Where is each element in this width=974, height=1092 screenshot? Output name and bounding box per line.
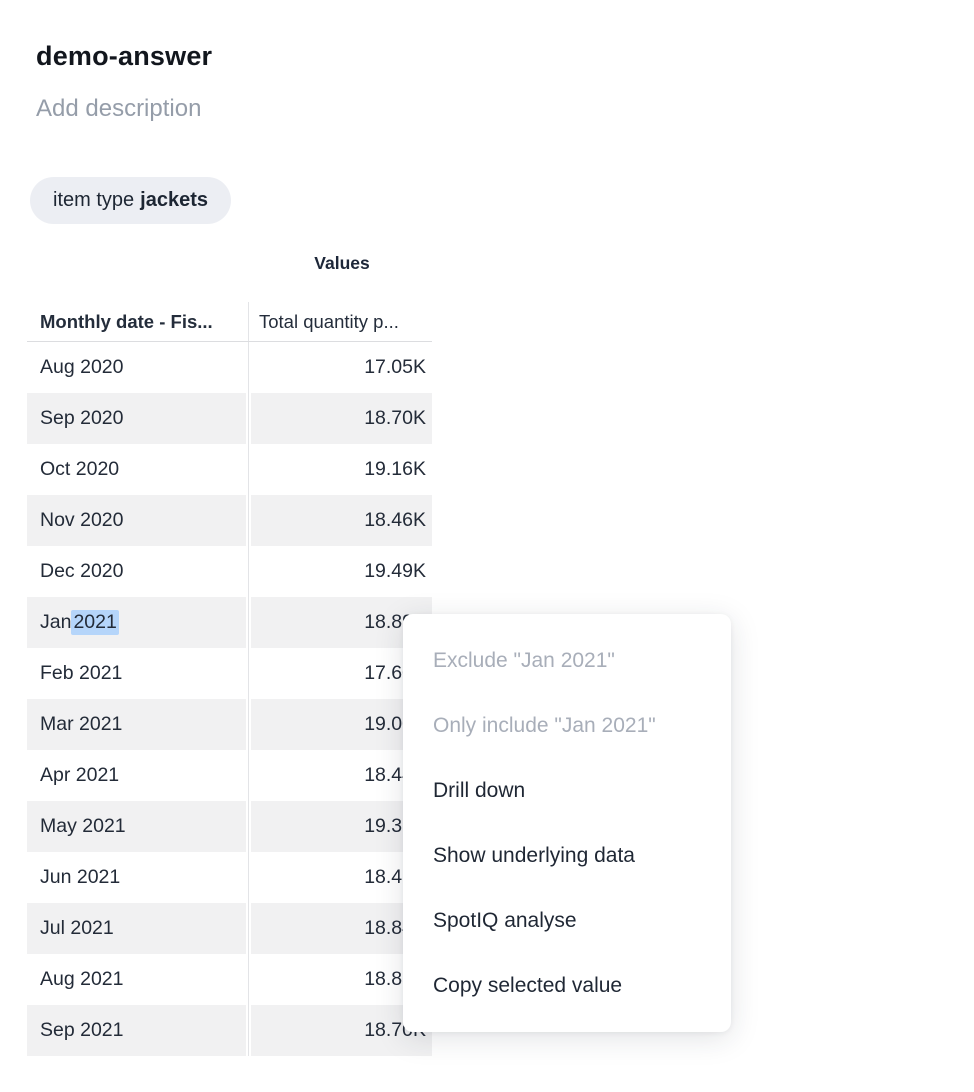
date-cell[interactable]: Aug 2021 (27, 954, 246, 1005)
table-body: Aug 2020 17.05K Sep 2020 18.70K Oct 2020 19.1… (27, 342, 432, 1056)
date-cell[interactable]: Jan 2021 (27, 597, 246, 648)
menu-item-show-underlying-data[interactable]: Show underlying data (433, 843, 635, 867)
column-divider (246, 546, 251, 597)
table-row: Oct 2020 19.16K (27, 444, 432, 495)
date-cell[interactable]: Apr 2021 (27, 750, 246, 801)
column-divider (246, 342, 251, 393)
value-cell[interactable]: 19.49K (251, 546, 432, 597)
column-divider (246, 495, 251, 546)
date-cell[interactable]: Oct 2020 (27, 444, 246, 495)
menu-item-only-include-jan-2021: Only include "Jan 2021" (433, 713, 656, 737)
table-row: Feb 2021 17.60K (27, 648, 432, 699)
date-cell[interactable]: Feb 2021 (27, 648, 246, 699)
value-cell[interactable]: 19.16K (251, 444, 432, 495)
filter-chip-value: jackets (140, 189, 208, 211)
filter-chip-label: item type (53, 189, 135, 211)
value-cell[interactable]: 18.70K (251, 1005, 432, 1056)
value-cell[interactable]: 18.70K (251, 393, 432, 444)
column-divider (246, 302, 251, 341)
date-cell[interactable]: Sep 2020 (27, 393, 246, 444)
table-row: Jul 2021 18.84K (27, 903, 432, 954)
date-cell[interactable]: May 2021 (27, 801, 246, 852)
table-row: Aug 2020 17.05K (27, 342, 432, 393)
table-row: Jan 2021 18.89K (27, 597, 432, 648)
column-divider (246, 1005, 251, 1056)
date-cell[interactable]: Mar 2021 (27, 699, 246, 750)
value-cell[interactable]: 18.84K (251, 903, 432, 954)
column-divider (246, 393, 251, 444)
column-divider (246, 750, 251, 801)
menu-item-copy-selected-value[interactable]: Copy selected value (433, 973, 623, 997)
column-divider (246, 699, 251, 750)
results-table: Monthly date - Fis... Total quantity p..… (27, 302, 432, 1056)
date-cell[interactable]: Nov 2020 (27, 495, 246, 546)
column-divider (246, 597, 251, 648)
column-divider (246, 648, 251, 699)
column-divider (246, 852, 251, 903)
date-cell[interactable]: Jun 2021 (27, 852, 246, 903)
page-title[interactable]: demo-answer (36, 41, 213, 71)
menu-item-drill-down[interactable]: Drill down (433, 778, 526, 802)
value-cell[interactable]: 19.00K (251, 699, 432, 750)
table-row: Sep 2021 18.70K (27, 1005, 432, 1056)
menu-item-spotiq-analyse[interactable]: SpotIQ analyse (433, 908, 577, 932)
value-cell[interactable]: 18.46K (251, 495, 432, 546)
table-row: Jun 2021 18.42K (27, 852, 432, 903)
value-cell[interactable]: 18.42K (251, 852, 432, 903)
date-cell[interactable]: Jul 2021 (27, 903, 246, 954)
date-cell[interactable]: Dec 2020 (27, 546, 246, 597)
selected-text: 2021 (71, 610, 119, 635)
filter-chip-item-type[interactable]: item type jackets (30, 177, 231, 224)
table-row: Aug 2021 18.83K (27, 954, 432, 1005)
table-row: Dec 2020 19.49K (27, 546, 432, 597)
column-divider (246, 903, 251, 954)
values-group-header: Values (314, 253, 370, 273)
date-cell[interactable]: Sep 2021 (27, 1005, 246, 1056)
table-row: Mar 2021 19.00K (27, 699, 432, 750)
column-header-total-quantity[interactable]: Total quantity p... (251, 302, 432, 341)
column-divider (246, 444, 251, 495)
date-cell[interactable]: Aug 2020 (27, 342, 246, 393)
context-menu: Exclude "Jan 2021" Only include "Jan 2021… (403, 614, 731, 1032)
column-divider (246, 801, 251, 852)
menu-item-exclude-jan-2021: Exclude "Jan 2021" (433, 648, 615, 672)
add-description-field[interactable]: Add description (36, 95, 202, 122)
table-row: Apr 2021 18.44K (27, 750, 432, 801)
table-row: Sep 2020 18.70K (27, 393, 432, 444)
table-row: May 2021 19.39K (27, 801, 432, 852)
table-row: Nov 2020 18.46K (27, 495, 432, 546)
column-header-monthly-date[interactable]: Monthly date - Fis... (27, 302, 246, 341)
table-header-row: Monthly date - Fis... Total quantity p..… (27, 302, 432, 342)
value-cell[interactable]: 17.05K (251, 342, 432, 393)
column-divider (246, 954, 251, 1005)
